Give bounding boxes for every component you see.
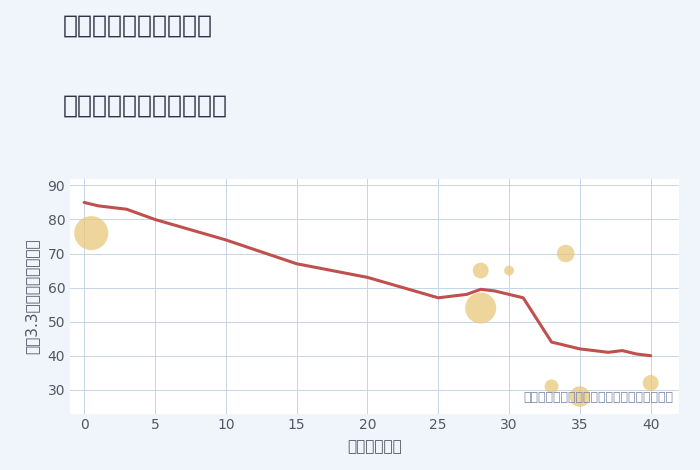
Point <box>503 267 514 274</box>
Point <box>560 250 571 257</box>
X-axis label: 築年数（年）: 築年数（年） <box>347 439 402 454</box>
Point <box>85 229 97 237</box>
Text: 千葉県白井市清水口の: 千葉県白井市清水口の <box>63 14 213 38</box>
Point <box>475 267 486 274</box>
Point <box>574 393 585 400</box>
Point <box>475 304 486 312</box>
Point <box>546 383 557 390</box>
Text: 築年数別中古戸建て価格: 築年数別中古戸建て価格 <box>63 94 228 118</box>
Text: 円の大きさは、取引のあった物件面積を示す: 円の大きさは、取引のあった物件面積を示す <box>523 391 673 404</box>
Point <box>645 379 657 387</box>
Y-axis label: 坪（3.3㎡）単価（万円）: 坪（3.3㎡）単価（万円） <box>25 238 39 354</box>
